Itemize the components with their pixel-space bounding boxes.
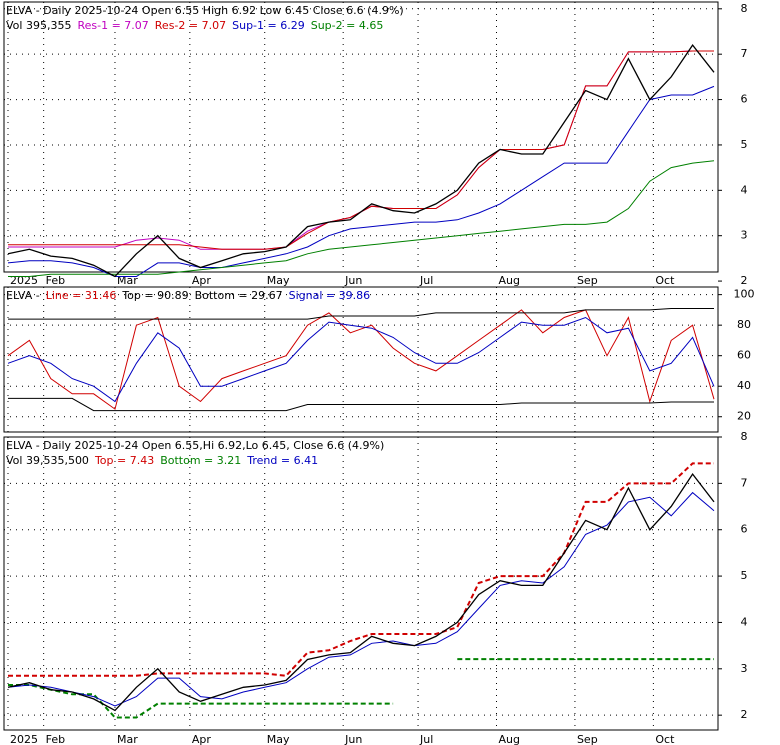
x-tick-label: Apr: [192, 733, 212, 745]
x-tick-label: Jul: [419, 733, 433, 745]
y-tick-label: 60: [737, 349, 751, 362]
series-line: [8, 160, 715, 277]
y-tick-label: 2: [741, 708, 748, 721]
x-tick-label: Oct: [655, 733, 675, 745]
y-tick-label: 80: [737, 318, 751, 331]
y-tick-label: 4: [741, 615, 748, 628]
x-tick-label: Feb: [46, 274, 65, 287]
chart-subtitle: Vol 39,535,500: [6, 454, 89, 467]
price-line: [7, 43, 715, 278]
price-line: [7, 472, 715, 712]
y-tick-label: 7: [741, 47, 748, 60]
plot-area: [3, 436, 719, 731]
legend-entry: Bottom = 29.67: [195, 289, 283, 302]
x-tick-label: May: [267, 733, 290, 745]
series-line: [8, 308, 714, 320]
legend-entry: Bottom = 3.21: [160, 454, 241, 467]
y-tick-label: 3: [741, 229, 748, 242]
x-tick-label: Aug: [498, 733, 519, 745]
plot-area: [3, 286, 719, 433]
x-tick-label: Aug: [498, 274, 519, 287]
x-tick-label: Mar: [117, 274, 138, 287]
chart-subtitle: Vol 395,355: [6, 19, 71, 32]
chart-title: ELVA - Daily 2025-10-24 Open 6.55,Hi 6.9…: [6, 439, 384, 452]
y-tick-label: 7: [741, 476, 748, 489]
x-tick-label: Feb: [46, 733, 65, 745]
x-tick-label: May: [267, 274, 290, 287]
series-line: [8, 397, 714, 412]
legend-entry: Res-1 = 7.07: [77, 19, 148, 32]
legend-entry: Top = 7.43: [94, 454, 154, 467]
x-tick-label: Sep: [577, 733, 598, 745]
y-tick-label: 2: [741, 274, 748, 287]
y-tick-label: 5: [741, 569, 748, 582]
legend-entry: Signal = 39.86: [289, 289, 371, 302]
y-tick-label: 100: [734, 288, 755, 301]
y-tick-label: 20: [737, 410, 751, 423]
x-tick-label: Jun: [344, 274, 362, 287]
plot-area: [3, 1, 719, 273]
x-tick-label: Mar: [117, 733, 138, 745]
y-tick-label: 5: [741, 138, 748, 151]
series-line: [8, 462, 714, 677]
legend-entry: Line = 31.46: [46, 289, 117, 302]
y-tick-label: 8: [741, 430, 748, 443]
series-line: [7, 85, 715, 277]
legend-entry: Res-2 = 7.07: [155, 19, 226, 32]
y-tick-label: 3: [741, 662, 748, 675]
x-tick-label: 2025: [10, 733, 38, 745]
x-tick-label: 2025: [10, 274, 38, 287]
x-tick-label: Jun: [344, 733, 362, 745]
x-tick-label: Jul: [419, 274, 433, 287]
legend-entry: Sup-2 = 4.65: [311, 19, 384, 32]
legend-entry: Sup-1 = 6.29: [232, 19, 305, 32]
y-tick-label: 40: [737, 379, 751, 392]
x-tick-label: Sep: [577, 274, 598, 287]
chart-title: ELVA - Daily 2025-10-24 Open 6.55 High 6…: [6, 4, 404, 17]
series-line: [7, 309, 715, 410]
y-tick-label: 6: [741, 93, 748, 106]
series-line: [7, 491, 715, 707]
legend-entry: Trend = 6.41: [246, 454, 318, 467]
y-tick-label: 4: [741, 183, 748, 196]
x-tick-label: Oct: [655, 274, 675, 287]
series-line: [7, 316, 715, 403]
chart-title: ELVA -: [6, 289, 40, 302]
series-line: [8, 658, 714, 719]
y-tick-label: 6: [741, 523, 748, 536]
y-tick-label: 8: [741, 2, 748, 15]
legend-entry: Top = 90.89: [121, 289, 188, 302]
x-tick-label: Apr: [192, 274, 212, 287]
